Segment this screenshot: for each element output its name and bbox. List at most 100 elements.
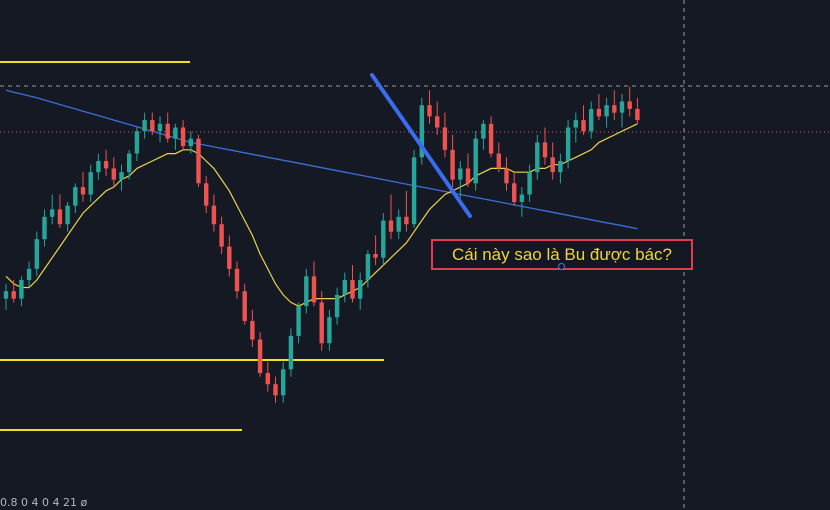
candle-body-down: [196, 138, 201, 184]
candle-body-up: [142, 120, 147, 132]
candle: [165, 112, 170, 143]
candle-body-up: [281, 369, 286, 396]
candle: [604, 97, 609, 128]
candle: [334, 287, 340, 325]
candle-body-down: [80, 187, 86, 195]
candle-body-down: [427, 105, 432, 117]
candle: [442, 112, 448, 158]
candle-body-up: [535, 142, 540, 173]
candle-body-down: [496, 153, 501, 169]
candle-body-up: [188, 138, 193, 147]
candle: [504, 157, 509, 191]
candle: [119, 164, 124, 191]
candles-group: [3, 86, 640, 403]
annotation-anchor-handle[interactable]: [558, 263, 565, 270]
candle: [196, 134, 201, 188]
candle: [273, 376, 278, 403]
candle-body-down: [265, 373, 270, 385]
candle: [512, 172, 517, 206]
candle-body-up: [19, 280, 24, 299]
candle-body-up: [473, 138, 478, 184]
candle: [211, 194, 217, 232]
candle: [365, 250, 371, 288]
candle-body-up: [34, 239, 39, 269]
candle-body-down: [542, 142, 548, 158]
candle: [173, 123, 178, 150]
candle: [373, 235, 378, 266]
candle: [234, 261, 240, 299]
candle: [327, 309, 332, 351]
candle-body-down: [612, 105, 617, 113]
candle: [204, 175, 209, 214]
candle-body-down: [180, 127, 186, 147]
candle: [635, 97, 640, 124]
candle: [257, 332, 263, 377]
candle: [419, 97, 424, 165]
candle: [288, 328, 294, 377]
candle-body-up: [304, 276, 309, 307]
candle-body-down: [465, 168, 471, 184]
candle-body-down: [488, 123, 494, 154]
horizontal-levels[interactable]: [0, 61, 384, 431]
candle: [180, 120, 186, 150]
candle: [627, 86, 632, 117]
candle-body-up: [565, 127, 571, 161]
candle: [111, 157, 116, 188]
candle: [242, 283, 247, 325]
candle: [188, 131, 193, 154]
candle-body-down: [273, 384, 278, 396]
candle: [596, 94, 602, 121]
candle-body-up: [88, 172, 93, 195]
candle-body-down: [111, 168, 116, 180]
candle: [573, 112, 578, 143]
candle: [281, 361, 286, 403]
candle: [381, 213, 386, 266]
candle-body-down: [596, 108, 602, 117]
candle: [481, 120, 486, 150]
candle-body-down: [257, 339, 263, 374]
candle-body-down: [512, 183, 517, 202]
candle: [150, 112, 155, 135]
candle: [612, 90, 617, 121]
candle: [350, 265, 355, 303]
candle-body-up: [42, 216, 47, 240]
candle-body-up: [573, 120, 578, 128]
candle: [19, 276, 24, 307]
candle: [450, 134, 455, 188]
candle-body-up: [419, 105, 424, 158]
candle-body-up: [96, 161, 101, 173]
candle-body-down: [319, 302, 324, 344]
candle: [435, 101, 440, 135]
candle: [65, 201, 70, 232]
candle-body-up: [327, 317, 332, 344]
candle-body-down: [388, 220, 394, 232]
candle-body-down: [435, 116, 440, 128]
candle-body-up: [365, 254, 371, 281]
candle: [411, 149, 417, 228]
candle: [342, 272, 347, 303]
candle-body-down: [242, 291, 247, 321]
candle-body-up: [381, 220, 386, 258]
trend-line-drawing[interactable]: [370, 73, 472, 218]
candle-body-up: [296, 306, 301, 336]
candle-body-up: [73, 187, 78, 206]
candle-body-up: [342, 280, 347, 295]
candle-body-up: [589, 108, 594, 132]
candle: [219, 216, 224, 254]
candle-body-down: [250, 320, 255, 340]
candle: [311, 261, 317, 307]
candle: [26, 261, 32, 288]
candle-body-up: [334, 294, 340, 318]
candle: [458, 161, 463, 199]
candle: [388, 194, 394, 240]
candle-body-up: [458, 168, 463, 180]
candle-body-up: [519, 194, 525, 202]
candle-body-up: [481, 123, 486, 139]
candle-body-down: [227, 246, 232, 269]
candle: [3, 283, 9, 310]
candle-body-down: [204, 183, 209, 206]
candle-body-down: [442, 127, 448, 150]
candle: [589, 101, 594, 139]
candle-body-up: [288, 335, 294, 370]
